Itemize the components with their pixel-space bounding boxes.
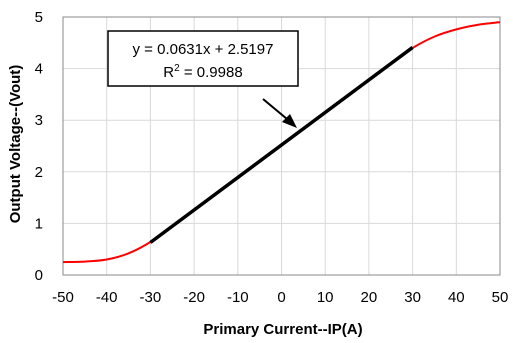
x-tick-label: 50 [492,289,509,306]
y-axis-title: Output Voltage--(Vout) [7,65,24,224]
plot-area-frame [62,16,501,276]
x-tick-label: -20 [183,289,205,306]
x-tick-label: 40 [448,289,465,306]
y-tick-labels: 0 1 2 3 4 5 [35,9,43,284]
x-tick-label: -40 [96,289,118,306]
y-tick-label: 4 [35,61,43,78]
x-tick-label: -10 [227,289,249,306]
r-squared-value: = 0.9988 [180,64,243,81]
annotation-arrowhead [282,114,297,128]
x-tick-label: 0 [277,289,285,306]
x-axis-title: Primary Current--IP(A) [203,321,362,338]
y-tick-label: 1 [35,215,43,232]
x-tick-labels: -50 -40 -30 -20 -10 0 10 20 30 40 50 [52,289,508,306]
trendline-annotation: y = 0.0631x + 2.5197 R2 = 0.9988 [107,30,299,128]
y-tick-label: 0 [35,267,43,284]
x-tick-label: -50 [52,289,74,306]
x-tick-label: 30 [404,289,421,306]
x-tick-label: -30 [140,289,162,306]
series-group [62,21,501,264]
r-squared-label: R2 = 0.9988 [163,63,242,81]
trendline-equation: y = 0.0631x + 2.5197 [133,41,274,58]
x-tick-label: 20 [361,289,378,306]
y-tick-label: 5 [35,9,43,26]
annotation-box [107,30,299,87]
r-squared-superscript: 2 [174,63,180,74]
y-tick-label: 3 [35,112,43,129]
y-tick-label: 2 [35,164,43,181]
r-squared-letter: R [163,64,174,81]
x-tick-label: 10 [317,289,334,306]
linear-fit-line [149,46,414,244]
